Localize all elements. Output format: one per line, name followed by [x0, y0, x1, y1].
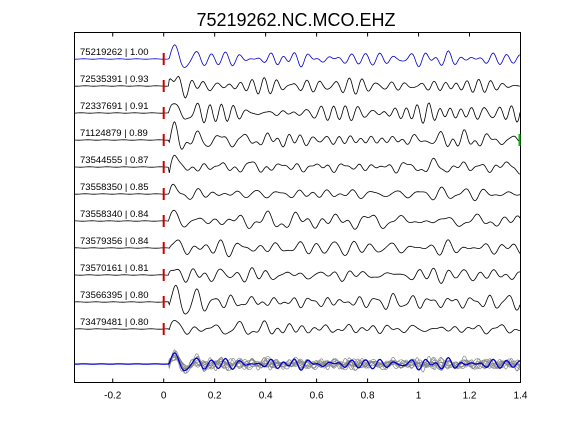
trace-label: 72535391 | 0.93 — [80, 74, 149, 85]
x-tick-label: 0.6 — [310, 391, 324, 402]
stacked-waveforms — [74, 349, 521, 374]
trace-label: 73566395 | 0.80 — [80, 290, 149, 301]
trace-line — [74, 284, 521, 315]
waveform-traces: 75219262 | 1.00 72535391 | 0.93 72337691 |… — [74, 44, 521, 335]
x-tick-label: 0.2 — [208, 391, 222, 402]
trace-label: 73579356 | 0.84 — [80, 236, 149, 247]
trace-label: 73479481 | 0.80 — [80, 317, 149, 328]
chart-title: 75219262.NC.MCO.EHZ — [196, 10, 395, 30]
x-tick-label: 1 — [416, 391, 422, 402]
trace-label: 73558350 | 0.85 — [80, 182, 149, 193]
x-tick-label: 1.2 — [463, 391, 477, 402]
trace-line — [74, 319, 521, 335]
trace-line — [74, 239, 521, 258]
x-tick-label: 0.4 — [259, 391, 273, 402]
trace-label: 71124879 | 0.89 — [80, 128, 148, 139]
trace-line — [74, 121, 521, 150]
trace-line — [74, 154, 521, 175]
x-tick-label: 0 — [161, 391, 167, 402]
trace-label: 73570161 | 0.81 — [80, 263, 149, 274]
stack-reference-line — [74, 352, 521, 372]
trace-line — [74, 209, 521, 230]
trace-label: 73544555 | 0.87 — [80, 155, 149, 166]
trace-line — [74, 44, 521, 68]
plot-frame — [74, 32, 521, 383]
x-tick-label: 0.8 — [361, 391, 375, 402]
trace-line — [74, 183, 521, 202]
trace-label: 73558340 | 0.84 — [80, 209, 149, 220]
trace-label: 75219262 | 1.00 — [80, 47, 149, 58]
trace-label: 72337691 | 0.91 — [80, 101, 149, 112]
x-tick-label: -0.2 — [104, 391, 122, 402]
x-tick-label: 1.4 — [514, 391, 528, 402]
trace-line — [74, 102, 521, 125]
x-axis: -0.2 0 0.2 0.4 0.6 0.8 1 1.2 1.4 — [104, 32, 528, 402]
trace-line — [74, 75, 521, 99]
trace-line — [74, 267, 521, 284]
